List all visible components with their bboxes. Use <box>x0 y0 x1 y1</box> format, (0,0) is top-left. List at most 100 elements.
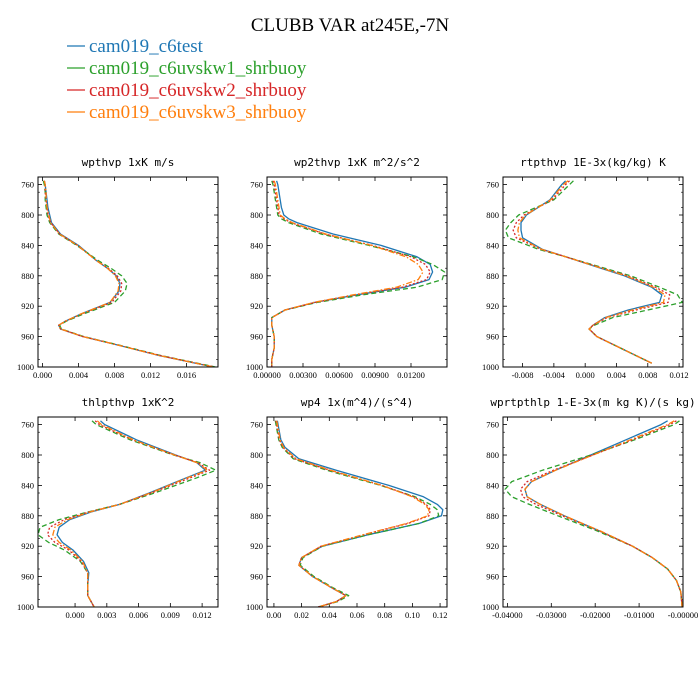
y-tick-label: 840 <box>21 480 34 490</box>
x-tick-label: 0.10 <box>405 610 420 620</box>
plot-frame <box>502 416 684 608</box>
series-line-cam019-c6uvskw3-shrbuoy <box>52 420 209 607</box>
y-tick-label: 840 <box>486 480 499 490</box>
plot-frame <box>37 176 219 368</box>
figure-title: CLUBB VAR at245E,-7N <box>251 15 450 36</box>
panel-title: wp2thvp 1xK m^2/s^2 <box>294 156 420 169</box>
y-tick-label: 760 <box>21 180 34 190</box>
y-tick-label: 880 <box>250 271 263 281</box>
x-tick-label: -0.02000 <box>580 610 610 620</box>
x-tick-label: -0.03000 <box>536 610 566 620</box>
y-tick-label: 920 <box>486 301 499 311</box>
x-tick-label: 0.02 <box>294 610 309 620</box>
series-line-cam019-c6uvskw2-shrbuoy <box>271 180 431 367</box>
panel-wprtpthlp: wprtpthlp 1-E-3x(m kg K)/(s kg) 760 800 840… <box>482 396 698 620</box>
y-tick-label: 920 <box>486 541 499 551</box>
series-line-cam019-c6test <box>56 420 206 607</box>
y-tick-label: 840 <box>250 480 263 490</box>
x-tick-label: -0.04000 <box>492 610 522 620</box>
series-line-cam019-c6uvskw1-shrbuoy <box>42 180 216 367</box>
panel-title: wp4 1x(m^4)/(s^4) <box>301 396 414 409</box>
x-tick-label: 0.016 <box>177 370 196 380</box>
y-tick-label: 760 <box>250 180 263 190</box>
x-tick-label: 0.00 <box>266 610 281 620</box>
series-line-cam019-c6test <box>520 180 663 364</box>
panel-wp2thvp: wp2thvp 1xK m^2/s^2 760 800 840 880 920 960 100… <box>246 156 448 380</box>
panel-title: rtpthvp 1E-3x(kg/kg) K <box>520 156 666 169</box>
panel-title: wpthvp 1xK m/s <box>82 156 175 169</box>
x-tick-label: 0.008 <box>105 370 124 380</box>
y-tick-label: 960 <box>21 572 34 582</box>
panels: wpthvp 1xK m/s76080084088092096010000.00… <box>17 156 698 620</box>
legend: cam019_c6testcam019_c6uvskw1_shrbuoycam0… <box>67 36 307 123</box>
panel-wpthvp: wpthvp 1xK m/s76080084088092096010000.00… <box>17 156 219 380</box>
y-tick-label: 800 <box>21 450 34 460</box>
panel-wp4: wp4 1x(m^4)/(s^4)76080084088092096010000… <box>246 396 448 620</box>
series-line-cam019-c6uvskw2-shrbuoy <box>512 180 671 364</box>
y-tick-label: 800 <box>250 450 263 460</box>
x-tick-label: 0.00900 <box>361 370 389 380</box>
x-tick-label: 0.008 <box>638 370 657 380</box>
x-tick-label: 0.009 <box>161 610 180 620</box>
series-line-cam019-c6uvskw1-shrbuoy <box>38 420 217 607</box>
y-tick-label: 760 <box>486 180 499 190</box>
y-tick-label: 880 <box>250 511 263 521</box>
series-line-cam019-c6uvskw2-shrbuoy <box>275 420 432 607</box>
y-tick-label: 1000 <box>482 362 499 372</box>
series-line-cam019-c6uvskw3-shrbuoy <box>276 420 430 607</box>
y-tick-label: 800 <box>486 450 499 460</box>
y-tick-label: 960 <box>486 332 499 342</box>
x-tick-label: 0.000 <box>65 610 84 620</box>
y-tick-label: 960 <box>21 332 34 342</box>
legend-label-cam019-c6uvskw2-shrbuoy: cam019_c6uvskw2_shrbuoy <box>89 80 307 101</box>
x-tick-label: 0.004 <box>69 370 89 380</box>
plot-frame <box>266 416 448 608</box>
x-tick-label: 0.00300 <box>289 370 317 380</box>
x-tick-label: -0.004 <box>543 370 566 380</box>
series-line-cam019-c6uvskw1-shrbuoy <box>274 420 440 607</box>
series-line-cam019-c6uvskw2-shrbuoy <box>519 420 683 607</box>
y-tick-label: 960 <box>250 572 263 582</box>
x-tick-label: 0.012 <box>141 370 160 380</box>
x-tick-label: 0.000 <box>33 370 52 380</box>
legend-label-cam019-c6test: cam019_c6test <box>89 36 204 57</box>
x-tick-label: -0.01000 <box>624 610 654 620</box>
y-tick-label: 920 <box>21 541 34 551</box>
y-tick-label: 880 <box>486 511 499 521</box>
plot-frame <box>266 176 448 368</box>
x-tick-label: 0.01200 <box>397 370 425 380</box>
y-tick-label: 880 <box>486 271 499 281</box>
series-line-cam019-c6test <box>524 420 683 607</box>
panel-rtpthvp: rtpthvp 1E-3x(kg/kg) K 760 800 840 880 920 960… <box>482 156 689 380</box>
x-tick-label: -0.008 <box>512 370 534 380</box>
x-tick-label: -0.00000 <box>668 610 698 620</box>
y-tick-label: 760 <box>21 420 34 430</box>
y-tick-label: 920 <box>21 301 34 311</box>
panel-thlpthvp: thlpthvp 1xK^2 760 800 840 880 920 960 1000 0.00… <box>17 396 219 620</box>
x-tick-label: 0.000 <box>576 370 595 380</box>
y-tick-label: 1000 <box>482 602 499 612</box>
series-line-cam019-c6uvskw1-shrbuoy <box>271 180 446 367</box>
series-line-cam019-c6uvskw3-shrbuoy <box>517 180 666 364</box>
y-tick-label: 1000 <box>17 362 34 372</box>
y-tick-label: 960 <box>250 332 263 342</box>
legend-label-cam019-c6uvskw1-shrbuoy: cam019_c6uvskw1_shrbuoy <box>89 58 307 79</box>
y-tick-label: 800 <box>486 210 499 220</box>
y-tick-label: 800 <box>250 210 263 220</box>
y-tick-label: 1000 <box>246 602 263 612</box>
series-line-cam019-c6uvskw2-shrbuoy <box>46 420 211 607</box>
x-tick-label: 0.06 <box>350 610 365 620</box>
x-tick-label: 0.04 <box>322 610 338 620</box>
series-line-cam019-c6test <box>43 180 214 367</box>
series-line-cam019-c6uvskw1-shrbuoy <box>504 420 683 607</box>
x-tick-label: 0.012 <box>670 370 689 380</box>
x-tick-label: 0.003 <box>97 610 116 620</box>
y-tick-label: 760 <box>250 420 263 430</box>
series-line-cam019-c6uvskw3-shrbuoy <box>43 180 214 367</box>
y-tick-label: 880 <box>21 511 34 521</box>
y-tick-label: 880 <box>21 271 34 281</box>
series-line-cam019-c6uvskw1-shrbuoy <box>504 180 683 364</box>
x-tick-label: 0.08 <box>377 610 392 620</box>
